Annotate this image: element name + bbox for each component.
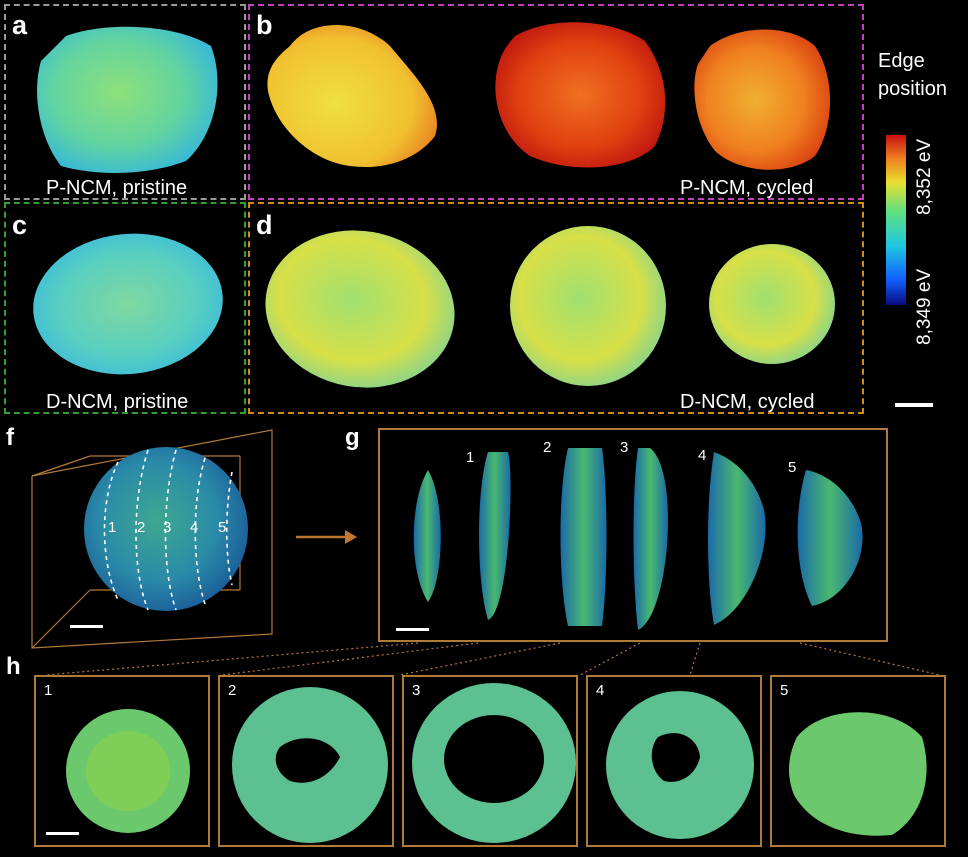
- colorbar-title-line2: position: [878, 78, 947, 100]
- caption-c: D-NCM, pristine: [46, 391, 189, 413]
- particle-c: [33, 233, 223, 375]
- f-slice-label-1: 1: [108, 519, 117, 536]
- panel-letter-c: c: [12, 210, 28, 240]
- panel-h-4: 4: [586, 675, 762, 847]
- h-sub-label-1: 1: [44, 682, 53, 699]
- h-cross-section-4: [606, 691, 754, 839]
- panel-h-2: 2: [218, 675, 394, 847]
- h-cross-section-5: [788, 712, 927, 836]
- panel-a: a P-NCM, pristine: [4, 4, 246, 200]
- h-sub-label-3: 3: [412, 682, 421, 699]
- panel-c: c D-NCM, pristine: [4, 202, 246, 414]
- panel-h-5: 5: [770, 675, 946, 847]
- particle-a: [37, 26, 218, 173]
- particles-b: [267, 22, 830, 170]
- h-sub-label-4: 4: [596, 682, 605, 699]
- colorbar: [886, 135, 906, 305]
- scale-bar-top: [895, 403, 933, 407]
- h-sub-label-5: 5: [780, 682, 789, 699]
- particles-d: [265, 226, 835, 388]
- panel-d: d D-NCM, cycled: [248, 202, 864, 414]
- f-slice-label-2: 2: [137, 519, 146, 536]
- g-slice-label-1: 1: [466, 449, 475, 466]
- f-slice-label-3: 3: [163, 519, 172, 536]
- panel-letter-g: g: [345, 424, 360, 451]
- panel-letter-f: f: [6, 424, 14, 451]
- colorbar-title-line1: Edge: [878, 50, 925, 72]
- g-slice-label-3: 3: [620, 439, 629, 456]
- h-cross-section-2: [232, 687, 388, 843]
- h-cross-section-3: [412, 683, 576, 843]
- panel-letter-d: d: [256, 210, 273, 240]
- h-sub-label-2: 2: [228, 682, 237, 699]
- panel-letter-a: a: [12, 10, 28, 40]
- panel-h-1: 1: [34, 675, 210, 847]
- h-cross-section-1: [46, 709, 190, 835]
- f-slice-label-4: 4: [190, 519, 199, 536]
- panel-h-3: 3: [402, 675, 578, 847]
- panel-letter-h: h: [6, 653, 21, 680]
- g-slice-label-2: 2: [543, 439, 552, 456]
- caption-a: P-NCM, pristine: [46, 177, 188, 199]
- g-slice-label-5: 5: [788, 459, 797, 476]
- caption-b: P-NCM, cycled: [680, 177, 814, 199]
- panel-b: b P-NCM, cycled: [248, 4, 864, 200]
- f-slice-label-5: 5: [218, 519, 227, 536]
- caption-d: D-NCM, cycled: [680, 391, 815, 413]
- g-slice-label-4: 4: [698, 447, 707, 464]
- panel-letter-b: b: [256, 10, 273, 40]
- panel-g: 1 2 3 4 5: [378, 428, 888, 642]
- slices-g: [396, 448, 863, 631]
